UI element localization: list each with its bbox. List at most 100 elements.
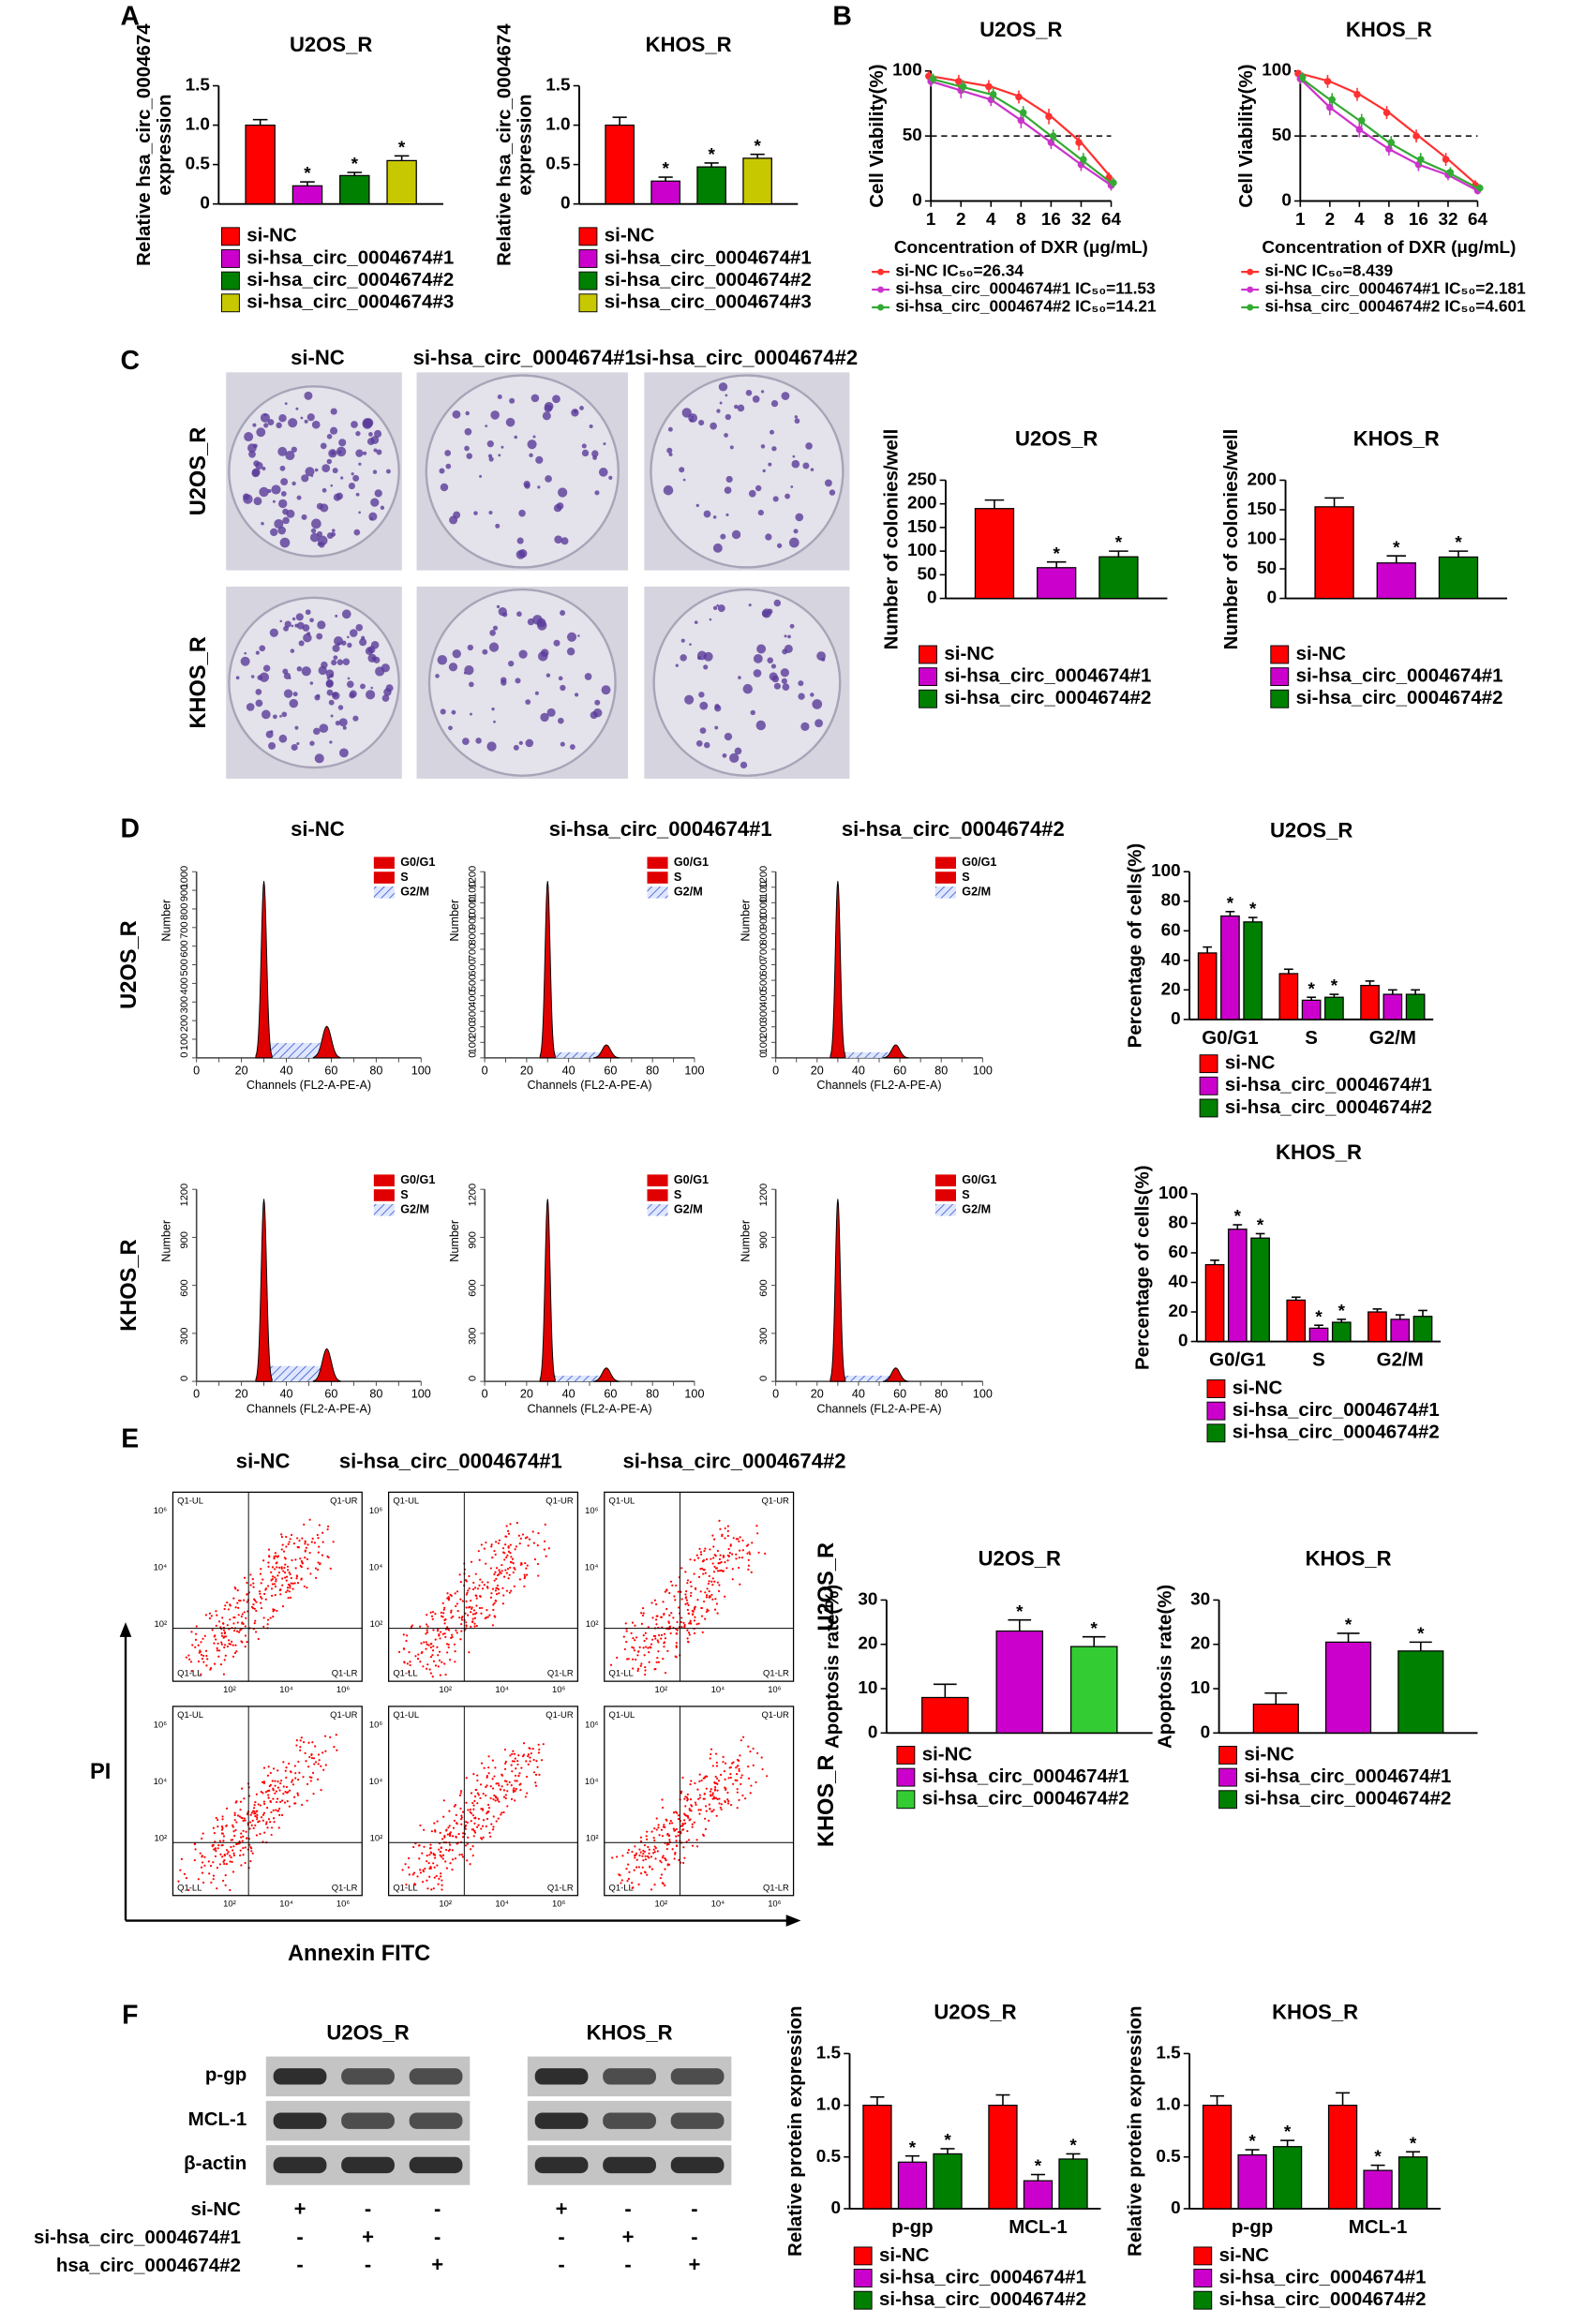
colony — [330, 714, 334, 718]
event — [662, 1657, 665, 1661]
event — [290, 1770, 292, 1774]
event — [724, 1561, 726, 1564]
x-tick-label: 100 — [411, 1064, 431, 1077]
x-tick-label: MCL-1 — [1349, 2216, 1408, 2238]
event — [286, 1565, 290, 1568]
event — [185, 1656, 187, 1659]
event — [250, 1824, 253, 1826]
event — [466, 1859, 469, 1862]
event — [481, 1581, 484, 1584]
event — [283, 1566, 286, 1570]
event — [724, 1800, 726, 1804]
colony — [291, 624, 294, 628]
event — [443, 1622, 446, 1625]
colony — [488, 642, 500, 652]
event — [187, 1658, 191, 1661]
colony — [444, 450, 452, 456]
event — [455, 1604, 457, 1608]
event — [486, 1810, 489, 1814]
colony — [439, 468, 445, 474]
event — [720, 1808, 723, 1811]
x-tick-label: 32 — [1071, 210, 1091, 230]
legend-swatch — [853, 2246, 873, 2266]
colony — [337, 705, 344, 710]
sphase-area — [268, 1365, 322, 1382]
colony — [309, 618, 314, 623]
event — [491, 1759, 494, 1762]
event — [242, 1835, 245, 1838]
legend-swatch — [578, 227, 598, 246]
colony — [314, 694, 321, 701]
x-tick-label: 2 — [956, 210, 966, 230]
event — [518, 1772, 521, 1775]
event — [249, 1584, 252, 1587]
event — [215, 1624, 217, 1627]
event — [651, 1638, 654, 1641]
event — [447, 1646, 450, 1649]
event — [699, 1590, 702, 1593]
bar — [1202, 2104, 1233, 2210]
event — [197, 1878, 200, 1881]
event — [514, 1789, 516, 1793]
y-tick-label: 30 — [858, 1589, 877, 1609]
event — [276, 1769, 279, 1772]
event — [467, 1589, 470, 1592]
event — [307, 1765, 310, 1768]
event — [630, 1631, 633, 1634]
event — [302, 1776, 305, 1779]
y-tick-label: 1000 — [758, 897, 770, 920]
y-axis-label: Number — [159, 900, 172, 942]
colony — [537, 485, 541, 489]
event — [233, 1630, 236, 1632]
event — [457, 1833, 460, 1836]
event — [460, 1816, 463, 1819]
event — [509, 1566, 512, 1569]
event — [287, 1542, 290, 1545]
colony — [509, 397, 516, 404]
colony — [337, 450, 342, 454]
event — [720, 1560, 723, 1564]
event — [631, 1621, 635, 1624]
event — [470, 1611, 472, 1614]
condition-sign: - — [558, 2253, 564, 2276]
event — [220, 1828, 224, 1831]
event — [447, 1597, 451, 1600]
event — [469, 1810, 471, 1813]
event — [729, 1776, 732, 1780]
legend-swatch — [373, 1203, 395, 1216]
event — [442, 1612, 445, 1615]
colony — [608, 475, 613, 480]
event — [714, 1752, 718, 1755]
event — [483, 1766, 486, 1769]
colony — [464, 665, 474, 676]
event — [430, 1642, 433, 1646]
band — [603, 2112, 656, 2129]
event — [285, 1766, 288, 1769]
event — [216, 1867, 218, 1870]
event — [505, 1556, 508, 1559]
event — [502, 1789, 506, 1792]
quadrant-label: Q1-UR — [330, 1710, 358, 1721]
significance: * — [1455, 533, 1462, 553]
event — [687, 1612, 690, 1615]
y-tick-label: 80 — [1168, 1213, 1188, 1232]
event — [285, 1590, 288, 1594]
event — [233, 1819, 236, 1822]
event — [672, 1811, 676, 1814]
event — [289, 1585, 291, 1587]
event — [678, 1858, 680, 1862]
event — [651, 1616, 654, 1619]
event — [711, 1534, 714, 1537]
legend-swatch — [647, 857, 668, 870]
event — [257, 1821, 260, 1824]
event — [498, 1572, 501, 1576]
event — [508, 1573, 511, 1576]
colony — [469, 681, 474, 688]
event — [511, 1760, 515, 1763]
y-tick-label: 100 — [758, 1036, 770, 1053]
colony — [301, 666, 311, 677]
colony — [724, 732, 733, 741]
event — [491, 1787, 495, 1790]
event — [422, 1869, 425, 1871]
event — [401, 1869, 404, 1871]
